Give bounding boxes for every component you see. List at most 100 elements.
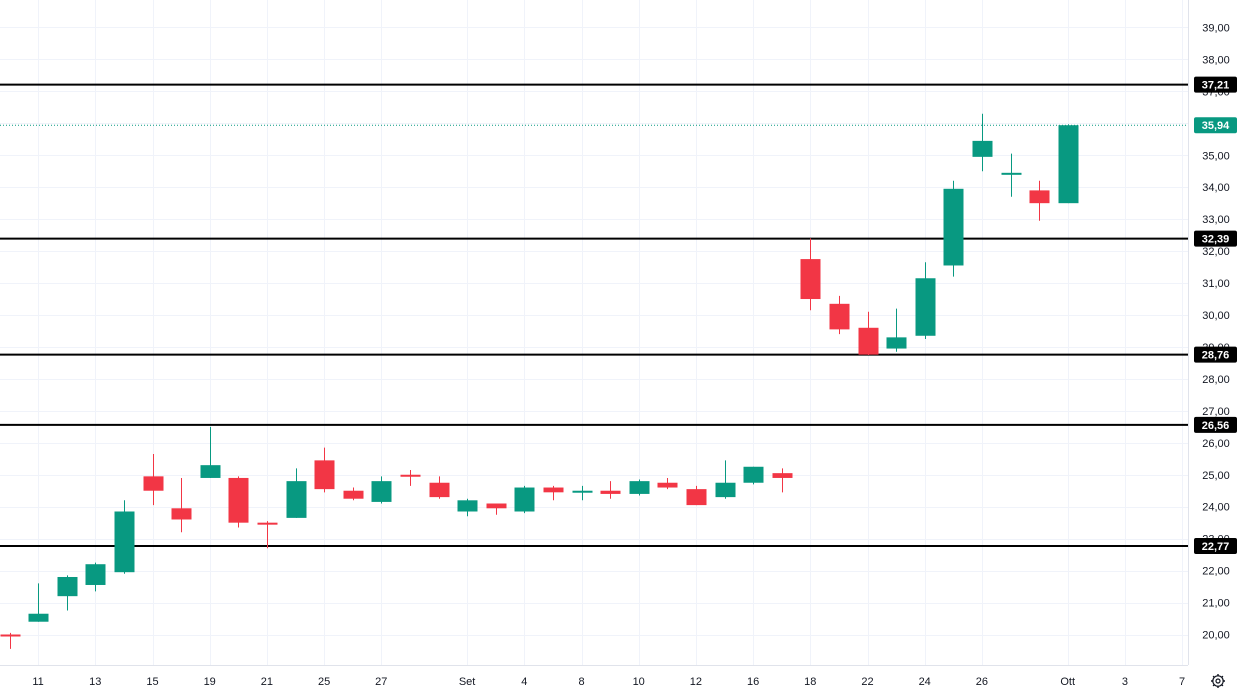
x-tick-label: 7 — [1179, 676, 1185, 688]
candle-body — [457, 500, 478, 512]
grid — [0, 0, 1189, 666]
candle — [629, 479, 650, 496]
candle-body — [0, 634, 21, 637]
level-price-label-text: 37,21 — [1202, 80, 1230, 92]
level-price-label-bg — [1194, 537, 1237, 554]
candle-body — [572, 490, 593, 493]
y-tick-label: 20,00 — [1202, 630, 1230, 642]
level-price-label-bg — [1194, 416, 1237, 433]
levels — [0, 83, 1188, 547]
x-tick-label: 11 — [32, 676, 43, 688]
candle-body — [143, 476, 164, 491]
y-tick-label: 28,00 — [1202, 374, 1230, 386]
last-price-label: 35,94 — [1194, 117, 1237, 134]
candle — [715, 460, 736, 499]
candle-body — [228, 477, 249, 523]
candle — [1001, 153, 1022, 197]
candle-body — [686, 489, 707, 506]
candle-body — [85, 564, 106, 585]
candle — [800, 238, 821, 311]
x-tick-label: Ott — [1060, 676, 1075, 688]
x-tick-label: 4 — [521, 676, 527, 688]
x-tick-label: 13 — [89, 676, 101, 688]
candle-body — [543, 487, 564, 493]
candle — [543, 485, 564, 501]
level-price-label-text: 32,39 — [1202, 234, 1230, 246]
candle-body — [943, 188, 964, 266]
x-tick-label: 27 — [375, 676, 387, 688]
candle — [457, 498, 478, 517]
x-tick-label: 16 — [747, 676, 759, 688]
level-price-label: 37,21 — [1194, 76, 1237, 93]
candle — [1029, 180, 1050, 221]
y-tick-label: 33,00 — [1202, 214, 1230, 226]
candle — [486, 503, 507, 515]
candle — [0, 632, 21, 649]
candle — [257, 521, 278, 549]
candle-body — [715, 482, 736, 498]
candle — [572, 485, 593, 501]
candles — [0, 113, 1079, 649]
y-tick-label: 22,00 — [1202, 566, 1230, 578]
candle — [943, 180, 964, 277]
candle — [286, 468, 307, 518]
candle — [228, 476, 249, 528]
candle — [429, 476, 450, 499]
y-tick-label: 21,00 — [1202, 598, 1230, 610]
candle — [686, 485, 707, 506]
level-price-label-text: 28,76 — [1202, 350, 1230, 362]
candle-body — [800, 259, 821, 300]
candle-body — [257, 522, 278, 525]
x-tick-label: 8 — [578, 676, 584, 688]
y-tick-label: 27,00 — [1202, 406, 1230, 418]
last-price-label-bg — [1194, 117, 1237, 134]
level-price-label: 28,76 — [1194, 346, 1237, 363]
candle — [371, 476, 392, 504]
candle-body — [915, 278, 936, 336]
candle-body — [600, 490, 621, 494]
candle-body — [829, 303, 850, 330]
candle-body — [343, 490, 364, 499]
candle-body — [858, 327, 879, 355]
candle — [85, 562, 106, 592]
candle-body — [314, 460, 335, 490]
x-tick-label: 24 — [919, 676, 931, 688]
candle-body — [1058, 125, 1079, 204]
candle-body — [772, 473, 793, 478]
candle-body — [886, 337, 907, 349]
x-axis[interactable]: 11 13 15 19 21 25 27 Set 4 8 10 12 16 18 22 24 26 Ott 3 7 — [32, 676, 1185, 688]
candle — [657, 477, 678, 490]
level-price-label-bg — [1194, 346, 1237, 363]
y-tick-label: 25,00 — [1202, 470, 1230, 482]
candle — [200, 426, 221, 478]
candle — [314, 447, 335, 493]
level-price-label: 26,56 — [1194, 416, 1237, 433]
x-tick-label: Set — [459, 676, 476, 688]
x-tick-label: 19 — [204, 676, 216, 688]
y-tick-label: 32,00 — [1202, 246, 1230, 258]
candle — [915, 262, 936, 339]
x-tick-label: 22 — [861, 676, 873, 688]
y-tick-label: 30,00 — [1202, 310, 1230, 322]
candle-body — [429, 482, 450, 498]
candle — [600, 481, 621, 499]
level-price-label-bg — [1194, 76, 1237, 93]
candle-body — [657, 482, 678, 488]
level-price-label-bg — [1194, 230, 1237, 247]
y-tick-label: 26,00 — [1202, 438, 1230, 450]
candle — [114, 500, 135, 574]
x-tick-label: 25 — [318, 676, 330, 688]
candle — [829, 295, 850, 335]
candle-body — [1029, 190, 1050, 204]
gear-icon[interactable] — [1211, 674, 1225, 688]
candle-body — [486, 503, 507, 509]
candle — [858, 311, 879, 355]
candle-body — [629, 481, 650, 494]
candle-body — [171, 508, 192, 520]
x-tick-label: 21 — [261, 676, 273, 688]
y-tick-label: 35,00 — [1202, 150, 1230, 162]
candle-body — [28, 613, 49, 622]
x-tick-label: 10 — [633, 676, 645, 688]
y-tick-label: 38,00 — [1202, 54, 1230, 66]
